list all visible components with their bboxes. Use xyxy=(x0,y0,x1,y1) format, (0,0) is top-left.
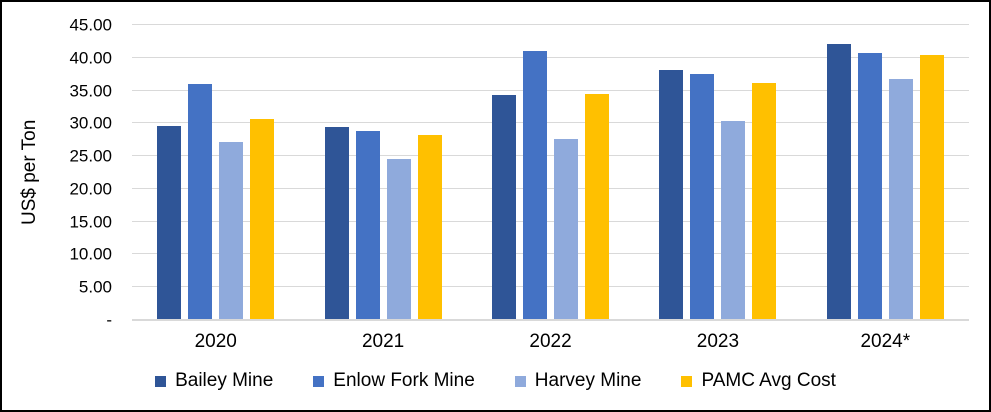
x-label-2020: 2020 xyxy=(194,331,237,352)
x-label-2021: 2021 xyxy=(361,331,405,352)
bar-harvey-mine-2024 xyxy=(888,79,913,320)
gridline-40 xyxy=(132,56,969,58)
plot-area xyxy=(132,24,969,321)
bar-group-2022 xyxy=(467,25,634,320)
legend-label-harvey-mine: Harvey Mine xyxy=(534,370,642,391)
bar-pamc-avg-cost-2020 xyxy=(250,118,275,320)
y-tick-label-15: 15.00 xyxy=(69,212,112,232)
x-axis-line xyxy=(132,319,969,321)
gridline-5 xyxy=(132,286,969,288)
legend-marker-bailey-mine xyxy=(155,375,167,387)
legend-label-pamc-avg-cost: PAMC Avg Cost xyxy=(701,370,836,391)
bar-pamc-avg-cost-2024 xyxy=(919,55,944,320)
y-tick-label-35: 35.00 xyxy=(69,81,112,101)
bar-bailey-mine-2021 xyxy=(324,127,349,320)
legend-label-enlow-fork-mine: Enlow Fork Mine xyxy=(333,370,475,391)
bar-bailey-mine-2024 xyxy=(826,44,851,320)
gridline-15 xyxy=(132,220,969,222)
bar-pamc-avg-cost-2022 xyxy=(585,93,610,320)
legend-item-pamc-avg-cost: PAMC Avg Cost xyxy=(681,370,836,392)
gridline-10 xyxy=(132,253,969,255)
gridline-35 xyxy=(132,89,969,91)
y-tick-label-0: - xyxy=(106,310,112,330)
bar-enlow-fork-mine-2023 xyxy=(690,73,715,320)
legend-marker-enlow-fork-mine xyxy=(313,375,325,387)
y-tick-label-5: 5.00 xyxy=(78,277,112,297)
x-label-2024: 2024* xyxy=(860,331,911,352)
bar-harvey-mine-2023 xyxy=(721,120,746,320)
bar-enlow-fork-mine-2022 xyxy=(523,51,548,320)
x-label-2023: 2023 xyxy=(696,331,740,352)
bar-enlow-fork-mine-2021 xyxy=(355,131,380,320)
gridline-45 xyxy=(132,24,969,25)
y-tick-label-40: 40.00 xyxy=(69,48,112,68)
bar-bailey-mine-2022 xyxy=(492,94,517,320)
legend-item-harvey-mine: Harvey Mine xyxy=(514,370,642,392)
y-tick-label-45: 45.00 xyxy=(69,15,112,35)
bar-harvey-mine-2022 xyxy=(554,139,579,320)
gridline-20 xyxy=(132,187,969,189)
legend: Bailey Mine Enlow Fork Mine Harvey Mine PAM… xyxy=(2,370,989,392)
gridline-30 xyxy=(132,122,969,124)
y-tick-label-30: 30.00 xyxy=(69,113,112,133)
bar-pamc-avg-cost-2021 xyxy=(417,135,442,320)
legend-item-bailey-mine: Bailey Mine xyxy=(155,370,273,392)
x-axis-category-labels: 2020 2021 2022 2023 2024* xyxy=(132,331,969,353)
bar-enlow-fork-mine-2020 xyxy=(188,84,213,320)
legend-marker-pamc-avg-cost xyxy=(681,375,693,387)
bar-bailey-mine-2023 xyxy=(659,70,684,320)
y-tick-label-25: 25.00 xyxy=(69,146,112,166)
bar-harvey-mine-2020 xyxy=(219,142,244,320)
bar-group-2020 xyxy=(132,25,299,320)
legend-marker-harvey-mine xyxy=(514,375,526,387)
legend-item-enlow-fork-mine: Enlow Fork Mine xyxy=(313,370,475,392)
bar-bailey-mine-2020 xyxy=(157,125,182,320)
bar-group-2024 xyxy=(802,25,969,320)
y-tick-label-20: 20.00 xyxy=(69,179,112,199)
legend-label-bailey-mine: Bailey Mine xyxy=(175,370,274,391)
bar-group-2021 xyxy=(299,25,466,320)
bar-groups xyxy=(132,25,969,320)
y-tick-label-10: 10.00 xyxy=(69,244,112,264)
gridline-25 xyxy=(132,155,969,157)
bar-harvey-mine-2021 xyxy=(386,158,411,320)
bar-pamc-avg-cost-2023 xyxy=(752,83,777,320)
bar-enlow-fork-mine-2024 xyxy=(857,53,882,320)
bar-group-2023 xyxy=(634,25,801,320)
y-axis-tick-labels: - 5.00 10.00 15.00 20.00 25.00 30.00 35.00 40.00… xyxy=(2,17,112,329)
x-label-2022: 2022 xyxy=(529,331,572,352)
